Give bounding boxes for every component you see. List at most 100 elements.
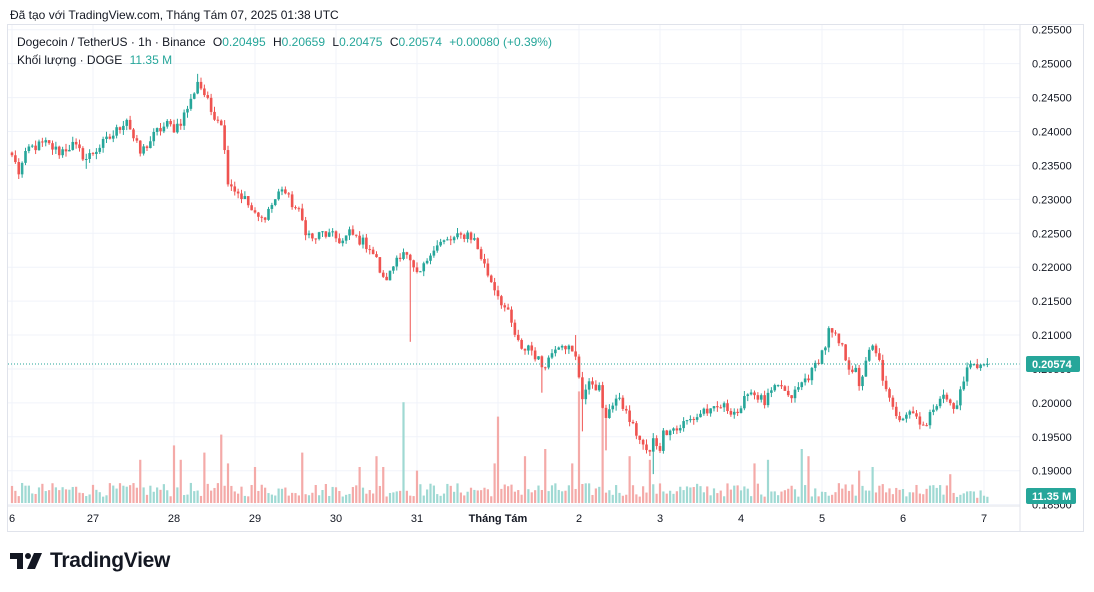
volume-bar-262 [895, 487, 898, 503]
candle-body [699, 413, 702, 418]
price-tick-label: 0.23000 [1032, 194, 1072, 206]
volume-bar-58 [206, 483, 209, 503]
volume-bar-199 [682, 490, 685, 503]
time-tick-label: 28 [168, 513, 180, 525]
volume-bar-1 [14, 490, 17, 503]
candle-65 [230, 179, 233, 191]
candle-169 [581, 371, 584, 432]
candle-body [969, 364, 972, 368]
candle-99 [344, 235, 348, 244]
volume-bar-253 [864, 490, 867, 503]
candle-98 [341, 238, 345, 247]
candle-17 [68, 144, 71, 152]
candle-body [128, 119, 132, 130]
candle-202 [692, 416, 696, 425]
volume-bar-14 [58, 490, 61, 503]
candle-207 [709, 408, 712, 417]
candle-72 [253, 207, 257, 214]
candle-234 [800, 381, 804, 391]
candle-body [250, 205, 253, 211]
candle-body [54, 146, 58, 150]
candle-49 [176, 118, 179, 134]
candle-157 [540, 355, 544, 393]
time-tick-label: 4 [738, 513, 744, 525]
candle-body [284, 189, 287, 194]
volume-bar-122 [422, 495, 425, 503]
candle-body [871, 345, 874, 350]
candle-143 [493, 277, 496, 296]
candle-body [550, 353, 554, 358]
time-tick-label: 5 [819, 513, 825, 525]
candle-body [446, 239, 449, 241]
candle-64 [226, 145, 230, 187]
high-value: 0.20659 [281, 35, 326, 49]
chart-frame[interactable] [7, 24, 1084, 532]
candle-body [594, 384, 598, 391]
candle-body [807, 378, 810, 381]
volume-bar-85 [297, 495, 300, 503]
volume-bar-134 [463, 495, 466, 503]
candle-body [520, 339, 523, 349]
candle-53 [189, 94, 193, 111]
candle-281 [959, 386, 962, 411]
candle-177 [608, 404, 611, 419]
volume-bar-142 [490, 496, 493, 503]
volume-bar-204 [699, 486, 702, 503]
candle-body [307, 233, 311, 236]
volume-bar-218 [746, 488, 749, 503]
candle-body [365, 237, 368, 250]
candle-body [398, 257, 402, 259]
candle-body [290, 194, 294, 208]
volume-bar-7 [34, 493, 37, 503]
candle-body [591, 381, 594, 385]
candle-body [533, 350, 537, 360]
candle-279 [952, 402, 955, 414]
candle-body [300, 208, 304, 221]
candle-236 [807, 374, 810, 383]
candle-body [68, 149, 71, 152]
volume-bar-64 [226, 463, 230, 503]
candle-35 [128, 115, 132, 130]
volume-bar-99 [345, 494, 348, 503]
candle-51 [182, 109, 186, 130]
candle-body [645, 444, 648, 451]
candle-body [810, 367, 814, 381]
candle-117 [405, 251, 409, 259]
candle-52 [186, 105, 189, 118]
price-axis[interactable]: 0.25500 0.25000 0.24500 0.24000 0.23500 0.230… [1026, 25, 1080, 512]
candle-body [91, 153, 95, 155]
volume-bar-175 [601, 391, 604, 503]
volume-bar-39 [142, 487, 145, 503]
volume-bar-33 [122, 485, 125, 503]
candle-261 [891, 395, 895, 410]
close-label: C [389, 35, 399, 49]
candle-body [24, 151, 27, 163]
candle-68 [240, 189, 243, 204]
volume-bar-173 [594, 488, 597, 503]
volume-bar-100 [348, 493, 351, 503]
candle-175 [601, 381, 604, 409]
candle-62 [219, 119, 223, 126]
candle-body [51, 143, 54, 150]
candle-body [695, 417, 699, 420]
volume-bar-166 [571, 463, 574, 503]
tradingview-logo[interactable]: TradingView [10, 549, 170, 573]
candle-body [948, 399, 952, 404]
candle-130 [449, 235, 453, 246]
candle-13 [54, 141, 58, 154]
candle-265 [905, 412, 908, 423]
volume-bar-27 [102, 496, 105, 503]
candle-74 [260, 215, 264, 223]
candle-289 [986, 358, 989, 368]
candle-277 [945, 392, 949, 402]
candle-121 [419, 270, 422, 273]
volume-bar-115 [399, 490, 402, 503]
candle-body [827, 328, 831, 348]
time-axis[interactable]: 6 27 28 29 30 31 Tháng Tám 2 3 4 5 6 7 [8, 25, 1021, 531]
candle-233 [797, 382, 800, 392]
tradingview-wordmark: TradingView [50, 549, 171, 572]
candle-219 [749, 389, 753, 396]
volume-bar-45 [162, 484, 165, 503]
volume-bar-270 [922, 494, 925, 503]
